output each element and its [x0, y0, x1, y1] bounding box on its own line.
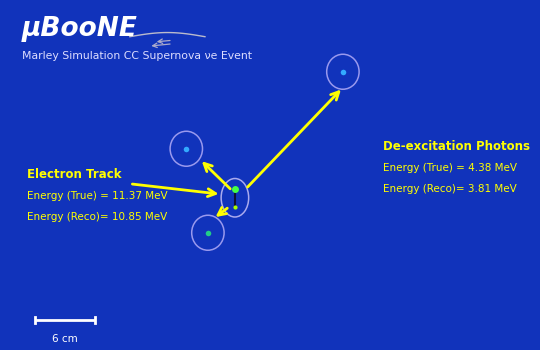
- Text: Energy (Reco)= 10.85 MeV: Energy (Reco)= 10.85 MeV: [27, 212, 167, 222]
- Text: μBooNE: μBooNE: [22, 16, 138, 42]
- Text: De-excitation Photons: De-excitation Photons: [383, 140, 530, 153]
- Text: Energy (Reco)= 3.81 MeV: Energy (Reco)= 3.81 MeV: [383, 184, 517, 194]
- Text: 6 cm: 6 cm: [52, 334, 78, 344]
- Text: Energy (True) = 11.37 MeV: Energy (True) = 11.37 MeV: [27, 191, 167, 201]
- Text: Marley Simulation CC Supernova νe Event: Marley Simulation CC Supernova νe Event: [22, 51, 252, 61]
- Text: Electron Track: Electron Track: [27, 168, 122, 181]
- Text: Energy (True) = 4.38 MeV: Energy (True) = 4.38 MeV: [383, 163, 517, 173]
